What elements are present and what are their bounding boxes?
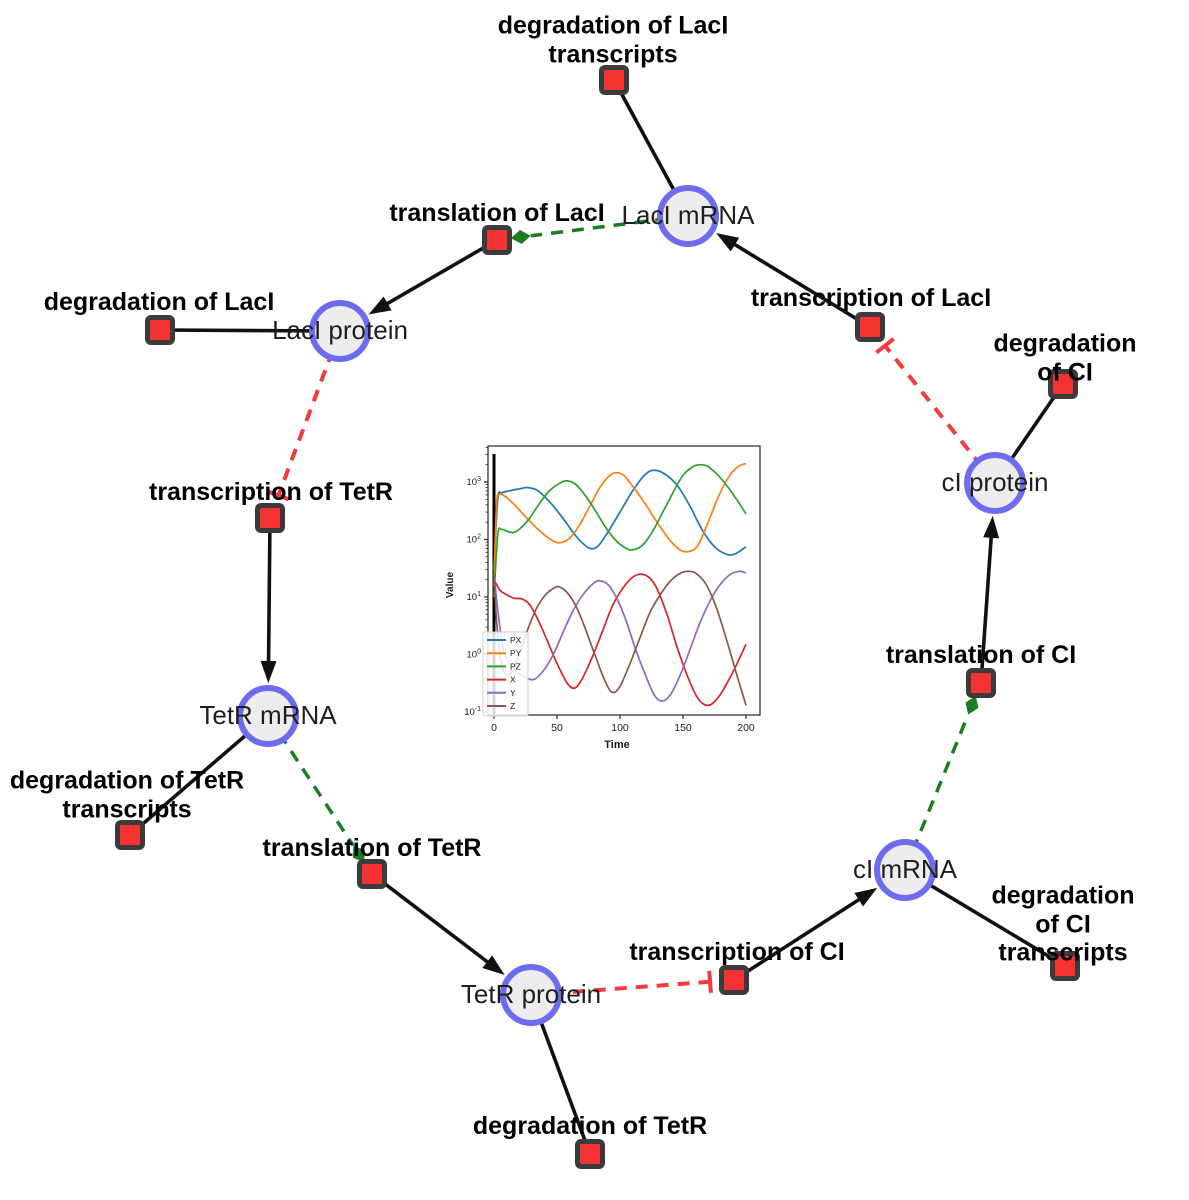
edge-transl_laci-laci_prot xyxy=(368,238,498,315)
series-PZ xyxy=(493,463,747,598)
reaction-node-transl_laci[interactable] xyxy=(482,225,512,255)
legend-label: PX xyxy=(510,635,522,645)
x-axis-label: Time xyxy=(604,739,629,751)
reaction-node-transl_ci[interactable] xyxy=(966,668,996,698)
species-label-tetr_prot: TetR protein xyxy=(460,979,602,1010)
species-label-laci_mrna: LacI mRNA xyxy=(621,200,755,231)
reaction-label-deg_ci_tx: degradation of CI transcripts xyxy=(991,881,1135,967)
species-node-ci_mrna[interactable] xyxy=(874,839,936,901)
reaction-label-deg_tetr_tx: degradation of TetR transcripts xyxy=(9,766,245,824)
reaction-node-deg_tetr[interactable] xyxy=(575,1139,605,1169)
legend-label: PZ xyxy=(510,661,521,671)
x-tick-label: 50 xyxy=(551,722,563,734)
reaction-node-deg_ci[interactable] xyxy=(1048,369,1078,399)
reaction-node-deg_ci_tx[interactable] xyxy=(1050,951,1080,981)
legend-label: Y xyxy=(510,688,516,698)
species-node-laci_mrna[interactable] xyxy=(657,185,719,247)
legend-label: X xyxy=(510,675,516,685)
y-tick-label: 100 xyxy=(467,649,482,661)
y-tick-label: 102 xyxy=(467,534,482,546)
legend-label: Z xyxy=(510,701,515,711)
x-tick-label: 150 xyxy=(674,722,692,734)
y-tick-label: 10-1 xyxy=(464,706,481,718)
reaction-label-deg_tetr: degradation of TetR xyxy=(472,1111,708,1140)
series-X xyxy=(493,573,747,707)
reaction-label-transl_ci: translation of CI xyxy=(885,640,1077,669)
series-PY xyxy=(493,462,747,587)
reaction-label-deg_ci: degradation of CI xyxy=(993,329,1137,387)
edge-txn_laci-laci_mrna xyxy=(716,233,871,329)
series-Y xyxy=(493,570,747,702)
reaction-node-txn_laci[interactable] xyxy=(855,312,885,342)
series-layer xyxy=(493,462,747,707)
species-label-ci_prot: cI protein xyxy=(941,467,1049,498)
species-label-laci_prot: LacI protein xyxy=(272,315,408,346)
reaction-label-deg_laci_tx: degradation of LacI transcripts xyxy=(497,11,729,69)
x-tick-label: 200 xyxy=(737,722,755,734)
legend: PX PY PZ XYZ xyxy=(482,631,529,717)
species-label-tetr_mrna: TetR mRNA xyxy=(199,700,337,731)
reaction-node-txn_tetr[interactable] xyxy=(255,503,285,533)
species-node-tetr_prot[interactable] xyxy=(500,964,562,1026)
reaction-label-txn_laci: transcription of LacI xyxy=(750,283,992,312)
edge-ci_mrna-deg_ci_tx xyxy=(904,868,1066,968)
legend-label: PY xyxy=(510,648,522,658)
axes-frame xyxy=(487,445,761,716)
reaction-node-txn_ci[interactable] xyxy=(719,965,749,995)
edge-txn_tetr-tetr_mrna xyxy=(260,517,277,684)
reaction-node-deg_tetr_tx[interactable] xyxy=(115,820,145,850)
species-node-tetr_mrna[interactable] xyxy=(237,685,299,747)
species-label-ci_mrna: cI mRNA xyxy=(853,854,957,885)
reaction-label-transl_tetr: translation of TetR xyxy=(262,833,482,862)
reaction-label-deg_laci: degradation of LacI xyxy=(43,287,275,316)
x-axis: 0 50 100 150 200 xyxy=(491,715,755,734)
species-node-laci_prot[interactable] xyxy=(309,300,371,362)
x-tick-label: 0 xyxy=(491,722,497,734)
reaction-node-deg_laci[interactable] xyxy=(145,315,175,345)
edge-transl_ci-ci_prot xyxy=(979,515,1000,684)
y-tick-label: 101 xyxy=(467,591,482,603)
reaction-label-transl_laci: translation of LacI xyxy=(389,198,605,227)
reaction-node-transl_tetr[interactable] xyxy=(357,859,387,889)
series-PX xyxy=(493,469,747,570)
reaction-label-txn_tetr: transcription of TetR xyxy=(149,477,393,506)
edge-txn_ci-ci_mrna xyxy=(733,887,878,982)
y-axis-label: Value xyxy=(445,572,456,599)
edge-transl_tetr-tetr_prot xyxy=(370,872,505,976)
reaction-label-txn_ci: transcription of CI xyxy=(629,937,845,966)
inset-chart: 0 50 100 150 200 10-1 100 101 102 103 PX PY PZ XYZ Tim… xyxy=(445,445,761,751)
reaction-node-deg_laci_tx[interactable] xyxy=(599,65,629,95)
species-node-ci_prot[interactable] xyxy=(964,452,1026,514)
x-tick-label: 100 xyxy=(611,722,629,734)
y-tick-label: 103 xyxy=(467,476,482,488)
